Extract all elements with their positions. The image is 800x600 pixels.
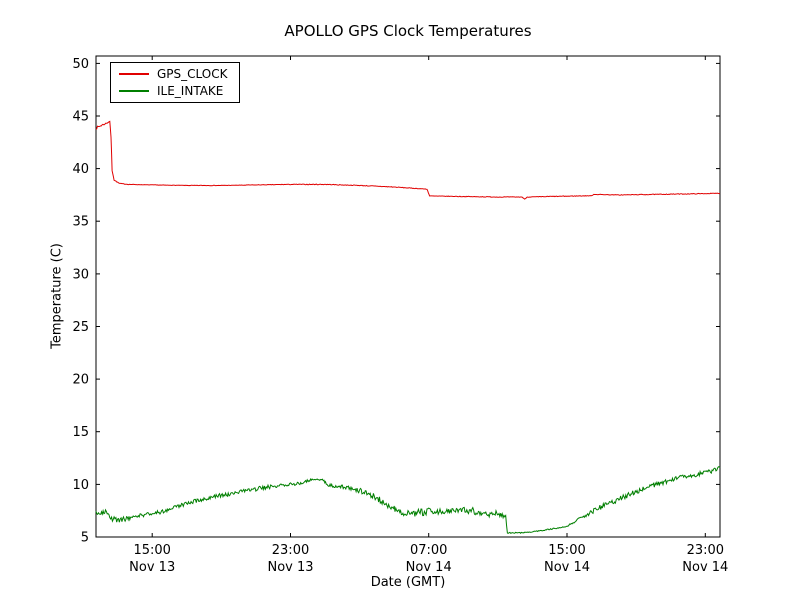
svg-text:5: 5 — [81, 531, 89, 546]
svg-text:50: 50 — [72, 57, 89, 72]
svg-text:Nov 14: Nov 14 — [544, 560, 590, 575]
svg-text:40: 40 — [72, 162, 89, 177]
legend-line-swatch-ile-intake — [119, 90, 149, 92]
svg-text:07:00: 07:00 — [410, 543, 447, 558]
svg-text:30: 30 — [72, 267, 89, 282]
svg-text:15:00: 15:00 — [133, 543, 170, 558]
y-axis-label: Temperature (C) — [49, 243, 65, 349]
legend-label-ile-intake: ILE_INTAKE — [157, 84, 224, 98]
legend-line-swatch-gps-clock — [119, 73, 149, 75]
svg-text:Nov 14: Nov 14 — [406, 560, 452, 575]
svg-text:Nov 14: Nov 14 — [682, 560, 728, 575]
legend: GPS_CLOCK ILE_INTAKE — [110, 62, 241, 103]
svg-text:45: 45 — [72, 110, 89, 125]
svg-text:10: 10 — [72, 478, 89, 493]
x-axis-label: Date (GMT) — [370, 575, 446, 590]
svg-text:20: 20 — [72, 373, 89, 388]
svg-text:25: 25 — [72, 320, 89, 335]
svg-text:23:00: 23:00 — [272, 543, 309, 558]
svg-text:Nov 13: Nov 13 — [129, 560, 175, 575]
legend-label-gps-clock: GPS_CLOCK — [157, 67, 228, 81]
svg-text:15:00: 15:00 — [548, 543, 585, 558]
legend-entry-gps-clock: GPS_CLOCK — [119, 68, 227, 80]
svg-text:Nov 13: Nov 13 — [267, 560, 313, 575]
svg-text:35: 35 — [72, 215, 89, 230]
chart-title: APOLLO GPS Clock Temperatures — [284, 22, 532, 40]
svg-text:23:00: 23:00 — [687, 543, 724, 558]
svg-text:15: 15 — [72, 425, 89, 440]
legend-entry-ile-intake: ILE_INTAKE — [119, 85, 227, 97]
